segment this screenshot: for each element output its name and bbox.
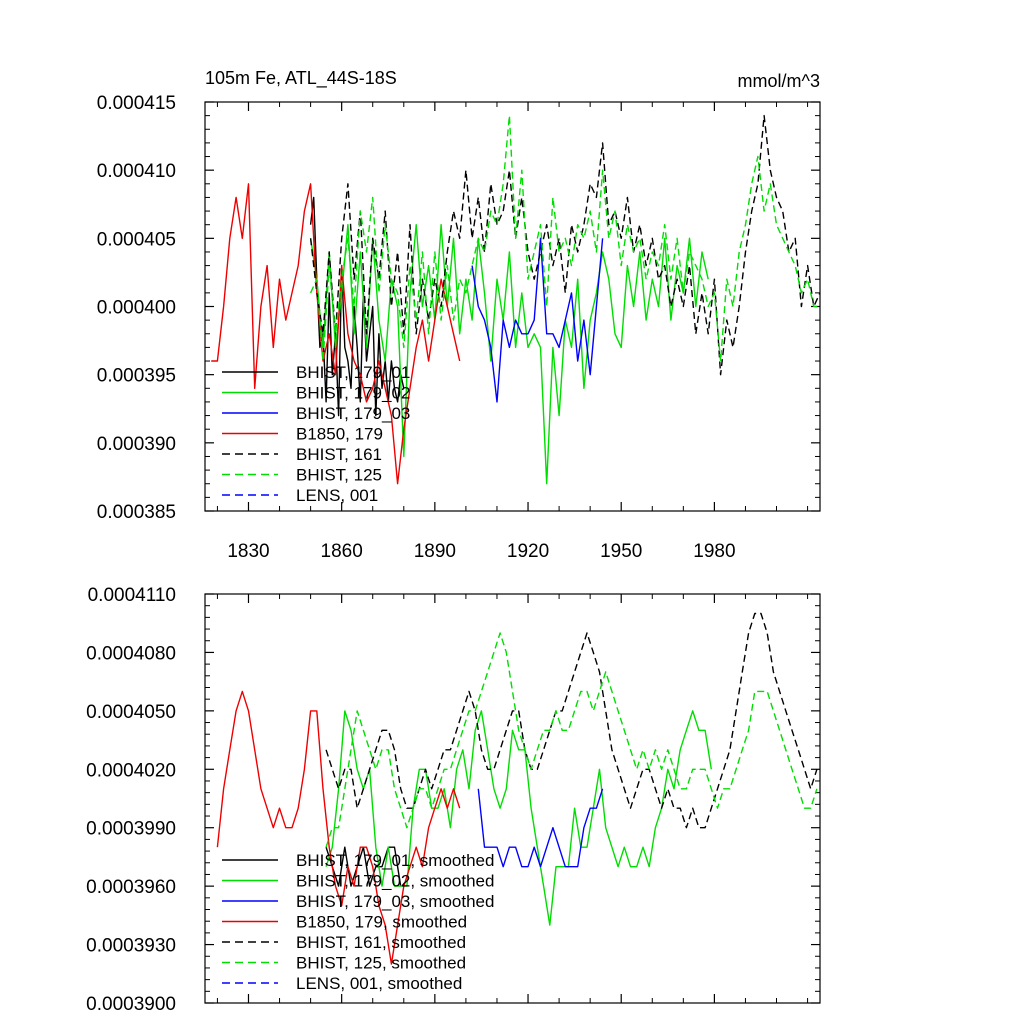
y-tick-label: 0.000405 <box>97 229 176 250</box>
y-tick-label: 0.000400 <box>97 298 176 319</box>
series-line-bhist_161 <box>325 612 818 829</box>
plot-frame <box>204 593 821 1004</box>
series-line-bhist_125 <box>309 114 820 362</box>
series-line-bhist_179_02 <box>309 223 709 485</box>
series-line-b1850_179 <box>216 690 461 965</box>
y-tick-label: 0.0004110 <box>88 585 176 606</box>
legend-label: B1850, 179 <box>296 425 383 444</box>
series-line-bhist_161 <box>309 114 821 376</box>
y-tick-label: 0.000385 <box>97 502 176 523</box>
units-label: mmol/m^3 <box>738 71 820 91</box>
y-tick-label: 0.0003960 <box>86 877 176 898</box>
legend-label: BHIST, 179_03 <box>296 404 410 423</box>
y-tick-label: 0.0003900 <box>86 994 176 1015</box>
legend-label: BHIST, 161, smoothed <box>296 933 466 952</box>
legend: BHIST, 179_01, smoothed BHIST, 179_02, sm… <box>222 851 494 993</box>
legend-label: BHIST, 161 <box>296 445 382 464</box>
legend-label: BHIST, 179_02 <box>296 384 410 403</box>
y-tick-label: 0.000395 <box>97 366 176 387</box>
top-panel: 1830 1860 1890 1920 1950 1980 0.000385 0.000390… <box>97 93 821 562</box>
y-tick-label: 0.0004050 <box>86 702 176 723</box>
y-tick-label: 0.0003930 <box>86 936 176 957</box>
series-line-b1850_179 <box>211 183 461 485</box>
legend-label: BHIST, 179_01, smoothed <box>296 851 494 870</box>
legend-label: BHIST, 125 <box>296 466 382 485</box>
legend-label: BHIST, 179_02, smoothed <box>296 872 494 891</box>
legend-label: BHIST, 125, smoothed <box>296 954 466 973</box>
x-tick-label: 1890 <box>414 541 456 562</box>
x-tick-label: 1920 <box>507 541 549 562</box>
x-tick-label: 1830 <box>227 541 269 562</box>
legend-label: BHIST, 179_03, smoothed <box>296 892 494 911</box>
y-tick-label: 0.000390 <box>97 434 176 455</box>
legend-label: LENS, 001 <box>296 486 378 505</box>
y-tick-label: 0.000410 <box>97 161 176 182</box>
legend-label: BHIST, 179_01 <box>296 363 410 382</box>
legend-label: B1850, 179, smoothed <box>296 913 467 932</box>
legend-label: LENS, 001, smoothed <box>296 974 462 993</box>
bottom-panel: 0.0003900 0.0003930 0.0003960 0.0003990 0.00… <box>86 585 821 1015</box>
y-tick-label: 0.0004080 <box>86 643 176 664</box>
y-tick-label: 0.0003990 <box>86 819 176 840</box>
series-line-bhist_179_03 <box>471 237 604 403</box>
y-tick-label: 0.0004020 <box>86 760 176 781</box>
x-tick-label: 1950 <box>600 541 642 562</box>
series-line-bhist_179_02 <box>325 710 712 926</box>
series-line-bhist_125 <box>325 632 818 848</box>
x-tick-label: 1980 <box>693 541 735 562</box>
chart-title: 105m Fe, ATL_44S-18S <box>205 68 397 89</box>
series-line-bhist_179_03 <box>477 788 604 868</box>
y-tick-label: 0.000415 <box>97 93 176 114</box>
x-tick-label: 1860 <box>321 541 363 562</box>
